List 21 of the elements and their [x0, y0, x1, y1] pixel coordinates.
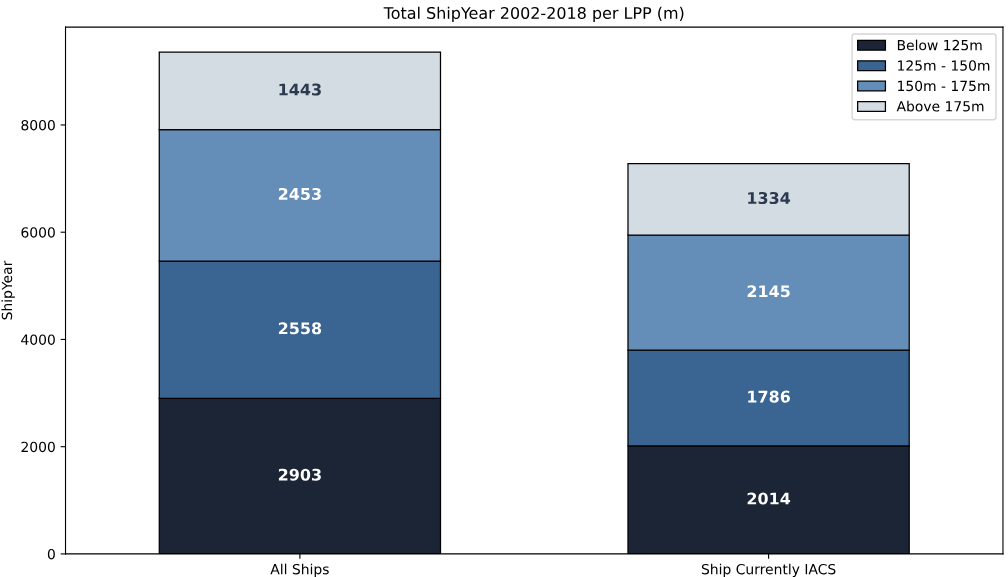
- y-tick-label: 0: [47, 548, 55, 560]
- legend-label: Below 125m: [897, 39, 982, 51]
- data-label: 2903: [278, 468, 321, 481]
- data-label: 1786: [748, 390, 790, 403]
- x-tick-label: Ship Currently IACS: [701, 563, 836, 577]
- data-label: 2558: [278, 322, 322, 335]
- x-tick-label: All Ships: [270, 563, 329, 577]
- legend-label: Above 175m: [896, 100, 984, 112]
- y-tick-label: 8000: [21, 119, 55, 131]
- data-label: 1443: [279, 83, 321, 96]
- y-tick-label: 4000: [21, 334, 55, 345]
- legend-label: 125m - 150m: [898, 60, 990, 71]
- legend-label: 150m - 175m: [898, 80, 990, 92]
- data-label: 2014: [747, 492, 791, 505]
- chart-title: Total ShipYear 2002-2018 per LPP (m): [383, 6, 684, 23]
- y-tick-label: 6000: [21, 227, 55, 238]
- data-label: 2453: [278, 187, 321, 200]
- data-label: 2145: [747, 285, 790, 298]
- y-axis-title: ShipYear: [1, 260, 15, 320]
- data-label: 1334: [748, 191, 791, 205]
- y-tick-label: 2000: [21, 441, 55, 453]
